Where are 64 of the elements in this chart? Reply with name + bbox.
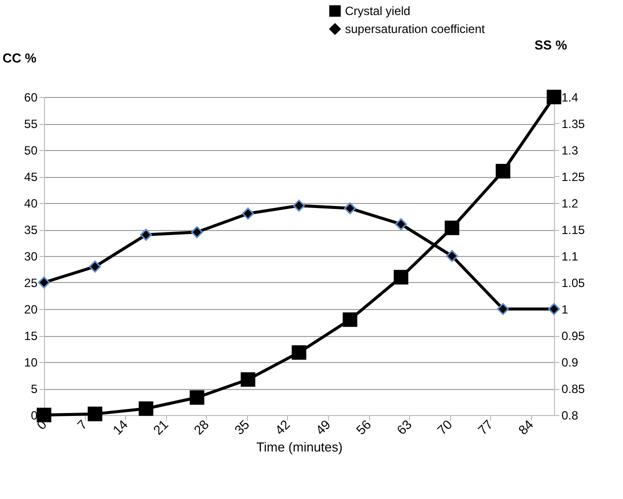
y-tick-label: 50: [24, 144, 38, 158]
point: [138, 401, 154, 416]
y-tick-label: 10: [24, 356, 38, 370]
y2-tick-label: 1: [562, 302, 568, 316]
point: [548, 303, 560, 315]
point: [38, 276, 50, 288]
y-tick-label: 60: [24, 90, 38, 104]
y2-tick-label: 1.3: [562, 144, 579, 158]
point: [190, 390, 204, 405]
y2-tick-label: 1.1: [562, 250, 579, 264]
point: [497, 303, 509, 315]
point: [344, 202, 356, 214]
y-tick-label: 5: [30, 382, 38, 396]
y2-tick-label: 1.05: [562, 276, 586, 290]
point: [546, 90, 562, 104]
x-axis-title: Time (minutes): [256, 440, 343, 455]
point: [496, 164, 510, 178]
point: [89, 260, 101, 273]
x-tick-label: 56: [353, 416, 374, 438]
x-tick-label: 49: [312, 416, 334, 438]
y-tick-label: 40: [24, 196, 38, 210]
point: [242, 208, 254, 220]
y2-tick-label: 1.25: [562, 170, 586, 184]
y2-tick-label: 1.35: [562, 117, 586, 131]
x-tick-label: 70: [434, 416, 456, 438]
y-tick-label: 30: [24, 250, 38, 264]
x-tick-label: 77: [474, 416, 496, 438]
y-axis-title: CC %: [2, 50, 37, 66]
y2-axis-title: SS %: [534, 38, 568, 52]
x-tick-label: 28: [190, 416, 212, 438]
point: [140, 228, 152, 241]
y-tick-label: 20: [24, 302, 38, 316]
y-tick-label: 35: [24, 223, 38, 237]
point: [395, 218, 407, 230]
y2-tick-label: 1.15: [562, 223, 586, 237]
y2-tick-label: 0.85: [562, 382, 586, 396]
x-tick-label: 42: [272, 416, 293, 438]
x-tick-label: 63: [394, 416, 415, 438]
y2-tick-label: 1.4: [562, 90, 579, 104]
x-tick-label: 21: [150, 416, 172, 438]
y-tick-label: 45: [24, 170, 38, 184]
y2-tick-label: 0.9: [562, 356, 579, 370]
x-tick-label: 7: [74, 416, 90, 433]
point: [342, 312, 358, 327]
y-tick-label: 55: [24, 117, 38, 131]
legend-label: supersaturation coefficient: [345, 22, 486, 36]
point: [292, 345, 306, 360]
point: [36, 408, 52, 422]
point: [191, 226, 203, 238]
point: [293, 200, 305, 212]
point: [444, 220, 460, 236]
x-tick-label: 35: [231, 416, 252, 438]
y2-tick-label: 0.8: [562, 408, 579, 422]
x-tick-label: 14: [110, 416, 131, 438]
y-tick-label: 25: [24, 276, 38, 290]
y2-tick-label: 1.2: [562, 196, 579, 210]
point: [88, 406, 102, 422]
point: [394, 270, 408, 284]
x-tick-label: 84: [515, 416, 536, 438]
point: [446, 250, 458, 262]
legend-label: Crystal yield: [345, 4, 410, 18]
point: [240, 372, 256, 387]
y2-tick-label: 0.95: [562, 329, 586, 343]
y-tick-label: 15: [24, 329, 38, 343]
